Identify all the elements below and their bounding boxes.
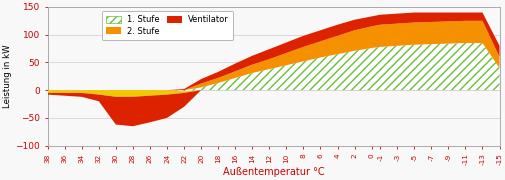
Legend: 1. Stufe, 2. Stufe, Ventilator: 1. Stufe, 2. Stufe, Ventilator [102,11,233,40]
X-axis label: Außentemperatur °C: Außentemperatur °C [222,166,324,177]
Y-axis label: Leistung in kW: Leistung in kW [4,44,13,108]
